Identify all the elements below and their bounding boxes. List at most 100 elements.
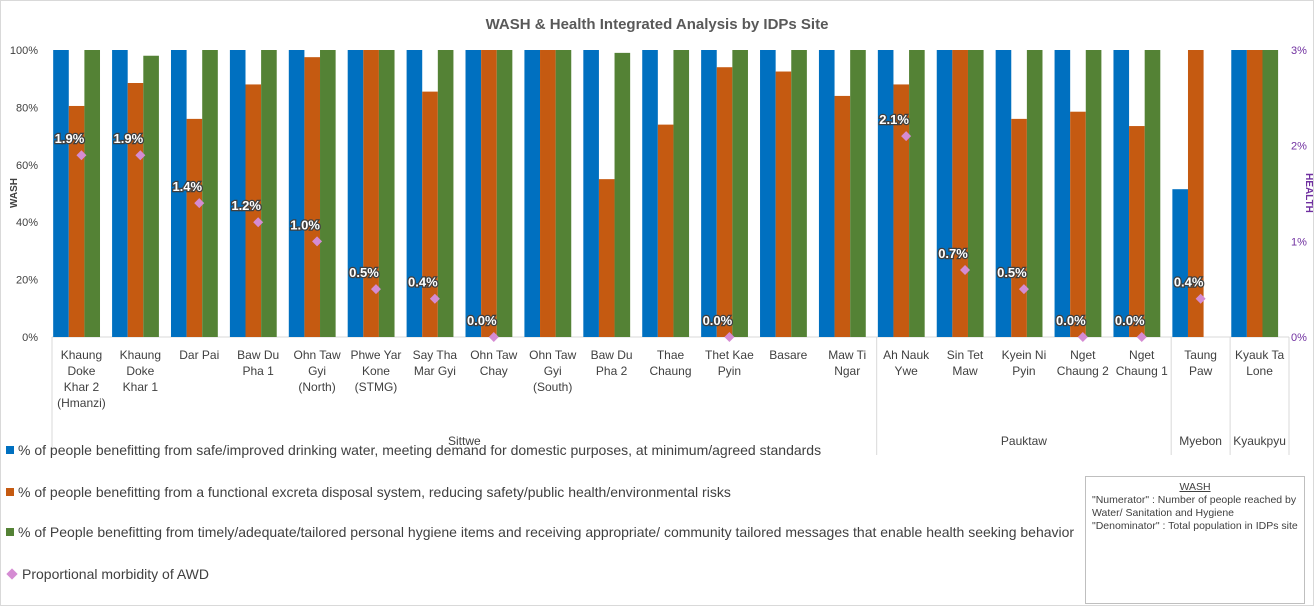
bar	[347, 50, 364, 337]
bar	[818, 50, 835, 337]
bar	[1054, 50, 1071, 337]
marker	[194, 198, 205, 209]
bar	[186, 118, 203, 337]
marker	[1136, 332, 1147, 342]
data-label: 2.1%	[879, 112, 909, 127]
x-tick-label: Basare	[769, 348, 807, 362]
legend-text: % of People benefitting from timely/adeq…	[18, 524, 1075, 540]
x-tick-label: Say Tha Mar Gyi	[413, 348, 458, 378]
x-tick-label: Nget Chaung 2	[1057, 348, 1109, 378]
bar	[701, 50, 717, 337]
legend-swatch	[6, 528, 14, 536]
legend-entry: Proportional morbidity of AWD	[6, 564, 1076, 584]
data-label: 0.0%	[1115, 313, 1145, 328]
group-label: Kyaukpyu	[1233, 434, 1286, 448]
bar	[583, 50, 599, 337]
x-tick-label: Thae Chaung	[649, 348, 691, 378]
bar	[524, 50, 541, 337]
data-label: 0.0%	[467, 313, 497, 328]
legend-entry: % of People benefitting from timely/adeq…	[6, 522, 1076, 542]
y2-tick-label: 0%	[1291, 332, 1307, 344]
group-label: Pauktaw	[1001, 434, 1047, 448]
bar	[481, 50, 497, 337]
bar	[245, 84, 262, 337]
bar	[363, 50, 379, 337]
bar	[540, 50, 556, 337]
chart-title: WASH & Health Integrated Analysis by IDP…	[486, 16, 829, 33]
bar	[496, 50, 513, 337]
bar	[598, 179, 615, 337]
marker	[429, 293, 440, 304]
x-tick-label: Ohn Taw Chay	[470, 348, 517, 378]
marker	[135, 150, 146, 161]
group-label: Myebon	[1179, 434, 1222, 448]
bar	[775, 71, 792, 338]
legend-text: Proportional morbidity of AWD	[22, 566, 209, 582]
data-label: 0.4%	[408, 275, 438, 290]
y-tick-label: 0%	[22, 332, 38, 344]
y-tick-label: 40%	[16, 217, 38, 229]
bar	[877, 50, 894, 337]
bar	[967, 50, 984, 337]
bar	[1231, 50, 1247, 337]
bar	[1085, 50, 1102, 337]
legend-entry: % of people benefitting from safe/improv…	[6, 440, 1076, 460]
bar	[320, 50, 336, 337]
bar	[127, 83, 144, 337]
marker	[901, 131, 912, 142]
marker	[1018, 284, 1029, 295]
bar	[84, 50, 101, 337]
bar	[465, 50, 482, 337]
data-label: 0.5%	[349, 265, 379, 280]
marker	[488, 332, 499, 342]
bar	[893, 84, 910, 337]
bar	[716, 67, 733, 337]
x-tick-label: Sin Tet Maw	[947, 348, 984, 378]
y2-axis-label: HEALTH	[1303, 173, 1314, 213]
bar	[53, 50, 69, 337]
bar	[406, 50, 423, 337]
marker	[1195, 293, 1206, 304]
note-line: "Denominator" : Total population in IDPs…	[1092, 520, 1298, 532]
marker	[960, 265, 971, 276]
bar	[68, 105, 85, 337]
bar	[657, 124, 674, 338]
marker	[1077, 332, 1088, 342]
x-tick-label: Ah Nauk Ywe	[883, 348, 930, 378]
x-tick-label: Baw Du Pha 2	[591, 348, 633, 378]
bar	[1113, 50, 1130, 337]
y2-tick-label: 3%	[1291, 45, 1307, 57]
bar	[673, 50, 690, 337]
x-tick-label: Khaung Doke Khar 1	[120, 348, 161, 394]
data-label: 0.0%	[703, 313, 733, 328]
bar	[732, 50, 748, 337]
x-tick-label: Ohn Taw Gyi (South)	[529, 348, 576, 394]
bar	[422, 91, 438, 338]
bar	[112, 50, 128, 337]
bar	[1144, 50, 1161, 337]
y-tick-label: 100%	[10, 45, 38, 57]
bar	[437, 50, 454, 337]
data-label: 1.9%	[114, 131, 144, 146]
bar	[1011, 118, 1027, 337]
x-tick-label: Taung Paw	[1184, 348, 1217, 378]
data-label: 1.4%	[172, 179, 202, 194]
bar	[1262, 50, 1279, 337]
data-label: 0.0%	[1056, 313, 1086, 328]
x-tick-label: Ohn Taw Gyi (North)	[294, 348, 341, 394]
bar	[1026, 50, 1043, 337]
marker	[76, 150, 87, 161]
data-label: 0.4%	[1174, 275, 1204, 290]
bar	[791, 50, 807, 337]
note-box: WASH "Numerator" : Number of people reac…	[1085, 476, 1305, 604]
data-label: 1.2%	[231, 198, 261, 213]
data-label: 1.9%	[55, 131, 85, 146]
x-tick-label: Dar Pai	[179, 348, 219, 362]
legend-text: % of people benefitting from safe/improv…	[18, 442, 822, 458]
bar	[202, 50, 218, 337]
bar	[555, 50, 572, 337]
x-tick-label: Phwe Yar Kone (STMG)	[351, 348, 402, 394]
data-label: 0.7%	[938, 246, 968, 261]
